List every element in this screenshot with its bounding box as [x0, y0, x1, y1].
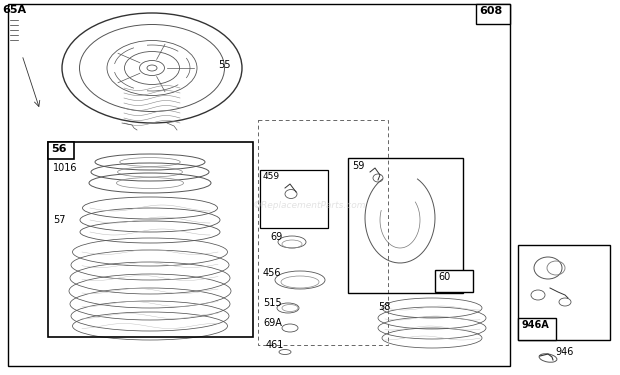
- Bar: [518, 318, 556, 340]
- Text: 59: 59: [352, 161, 365, 171]
- Text: 58: 58: [378, 302, 391, 312]
- Bar: [518, 245, 610, 340]
- Text: 459: 459: [263, 172, 280, 181]
- Text: 65A: 65A: [2, 5, 26, 15]
- Text: 515: 515: [263, 298, 281, 308]
- Text: ©ReplacementParts.com: ©ReplacementParts.com: [253, 201, 367, 210]
- Bar: [435, 270, 473, 292]
- Bar: [48, 142, 74, 159]
- Bar: [8, 4, 510, 366]
- Bar: [48, 142, 253, 337]
- Text: 608: 608: [479, 6, 502, 16]
- Text: 946A: 946A: [521, 320, 549, 330]
- Text: 456: 456: [263, 268, 281, 278]
- Text: 60: 60: [438, 272, 450, 282]
- Text: 56: 56: [51, 144, 66, 154]
- Bar: [348, 158, 463, 293]
- Text: 55: 55: [218, 60, 231, 70]
- Text: 461: 461: [266, 340, 285, 350]
- Bar: [476, 4, 510, 24]
- Text: 1016: 1016: [53, 163, 78, 173]
- Text: 69A: 69A: [263, 318, 282, 328]
- Text: 57: 57: [53, 215, 66, 225]
- Text: 946: 946: [555, 347, 574, 357]
- Bar: [258, 120, 388, 345]
- Text: 69: 69: [270, 232, 282, 242]
- Bar: [260, 170, 328, 228]
